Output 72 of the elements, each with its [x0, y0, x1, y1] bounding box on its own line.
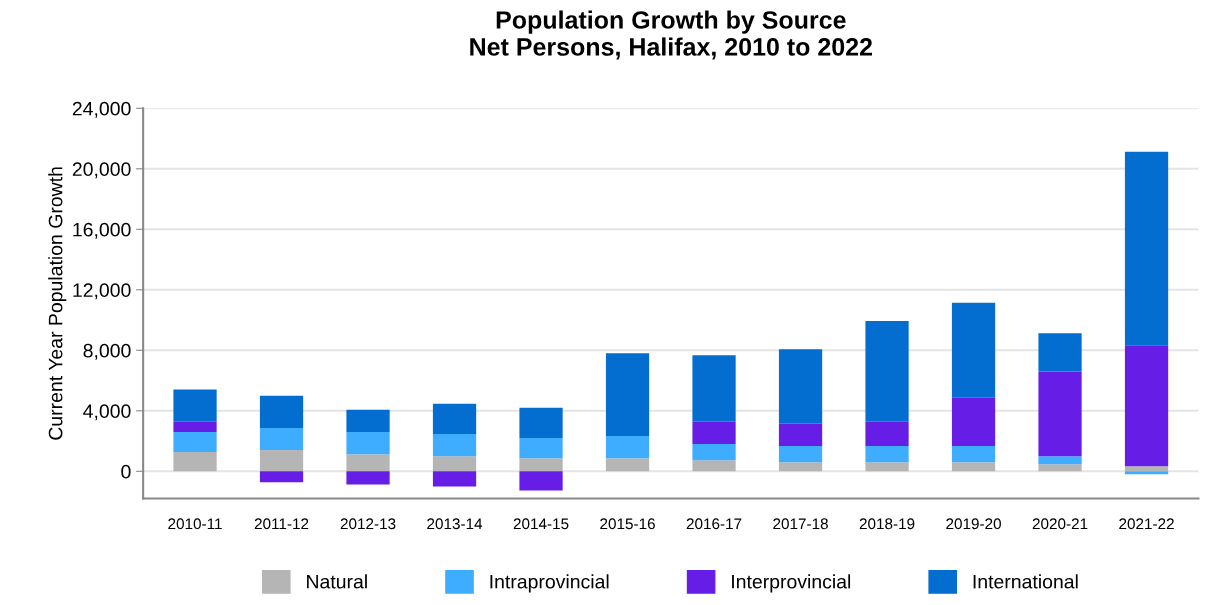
bar: [432, 403, 477, 434]
bar: [865, 421, 909, 447]
x-tick-label: 2010-11: [168, 518, 222, 530]
bar: [346, 471, 390, 485]
bar: [432, 471, 477, 487]
x-tick-label: 2018-19: [859, 518, 915, 530]
bar: [346, 431, 390, 455]
y-tick-label: 4,000: [83, 404, 131, 421]
bar: [346, 454, 390, 472]
bar: [259, 395, 304, 428]
bar: [432, 433, 477, 457]
bar: [346, 409, 390, 432]
bar: [173, 452, 217, 472]
legend-label: International: [973, 574, 1078, 589]
bar: [1124, 466, 1169, 472]
bar: [778, 349, 823, 424]
legend-label: Natural: [307, 574, 367, 589]
bar: [1124, 345, 1169, 467]
x-tick-label: 2013-14: [427, 518, 483, 530]
bar: [519, 438, 563, 459]
x-tick-label: 2020-21: [1032, 518, 1088, 530]
bar: [865, 446, 909, 463]
bar: [692, 355, 736, 422]
y-tick-label: 24,000: [72, 101, 131, 118]
bar: [519, 407, 563, 439]
y-tick-label: 20,000: [72, 162, 131, 179]
y-tick-label: 16,000: [73, 222, 131, 239]
bar: [1038, 464, 1082, 472]
bar: [1124, 471, 1169, 475]
x-tick-label: 2019-20: [946, 518, 1001, 530]
bar: [432, 456, 477, 472]
bar: [865, 462, 909, 472]
bar: [778, 423, 823, 447]
bar: [778, 446, 823, 463]
x-tick-label: 2015-16: [600, 518, 655, 530]
bar: [692, 444, 736, 461]
x-tick-label: 2016-17: [686, 518, 742, 530]
bar: [605, 435, 650, 459]
x-tick-label: 2017-18: [773, 518, 828, 530]
x-tick-label: 2014-15: [513, 518, 569, 530]
legend-label: Interprovincial: [732, 574, 851, 593]
legend-label: Intraprovincial: [490, 574, 609, 593]
y-tick-label: 12,000: [73, 283, 131, 300]
bar: [259, 450, 304, 472]
bar: [692, 460, 736, 472]
y-axis-title: Current Year Population Growth: [48, 167, 67, 440]
bar: [519, 471, 563, 491]
bar: [173, 421, 217, 432]
bar: [605, 458, 650, 472]
x-tick-label: 2021-22: [1119, 518, 1174, 530]
bar: [951, 446, 996, 463]
y-tick-label: 0: [121, 464, 131, 479]
bar: [778, 462, 823, 472]
bar: [951, 462, 996, 472]
bar: [1124, 151, 1169, 346]
bar: [1038, 456, 1082, 465]
bar: [259, 471, 304, 483]
bar: [173, 431, 217, 453]
bar: [692, 421, 736, 445]
x-tick-label: 2012-13: [340, 518, 396, 530]
bar: [519, 458, 563, 472]
bar: [951, 302, 996, 398]
bar: [173, 389, 217, 422]
chart-title: Population Growth by Source Net Persons, Halifax, 2010 to 2022: [470, 10, 872, 60]
bar: [259, 427, 304, 451]
bar: [605, 353, 650, 436]
x-tick-label: 2011-12: [254, 518, 309, 530]
bar: [951, 397, 996, 447]
bar: [1038, 371, 1082, 457]
bar: [865, 320, 909, 422]
bar: [1038, 333, 1082, 372]
y-tick-label: 8,000: [83, 343, 131, 360]
